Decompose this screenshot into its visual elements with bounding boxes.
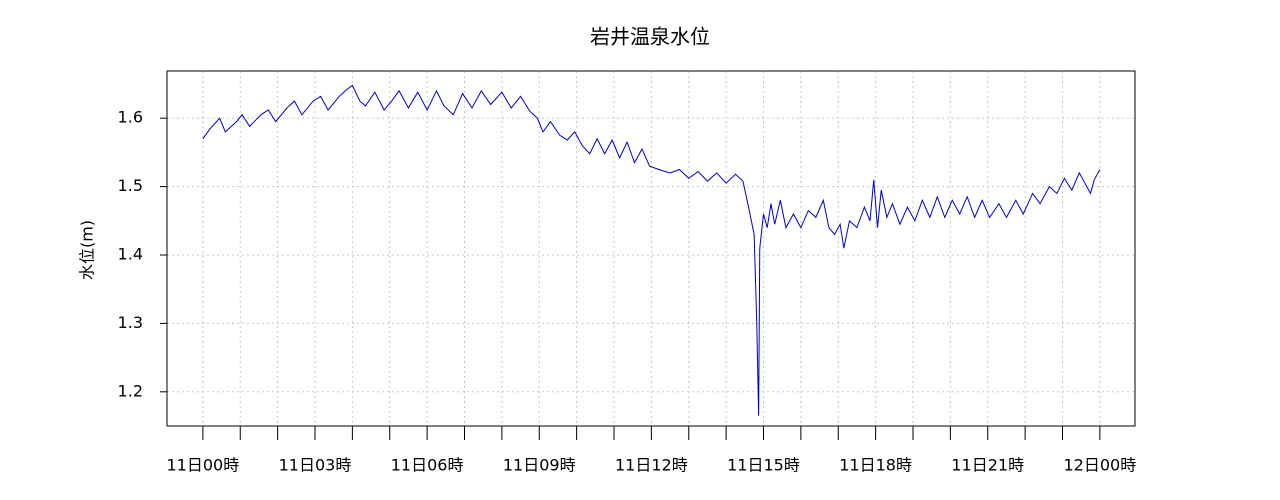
plot-frame <box>166 70 1136 427</box>
x-tick-label: 11日09時 <box>503 456 576 475</box>
x-tick-label: 11日03時 <box>279 456 352 475</box>
y-tick-label: 1.6 <box>118 108 143 127</box>
x-tick-label: 11日12時 <box>615 456 688 475</box>
x-tick-label: 11日06時 <box>391 456 464 475</box>
x-tick-label: 11日15時 <box>727 456 800 475</box>
y-axis-label: 水位(m) <box>78 220 97 280</box>
data-line <box>202 84 1101 416</box>
y-tick-label: 1.2 <box>118 381 143 400</box>
y-tick-label: 1.5 <box>118 176 143 195</box>
x-tick-label: 12日00時 <box>1064 456 1137 475</box>
x-tick-label: 11日21時 <box>951 456 1024 475</box>
y-tick-label: 1.4 <box>118 244 143 263</box>
x-tick-label: 11日18時 <box>839 456 912 475</box>
x-tick-label: 11日00時 <box>167 456 240 475</box>
y-tick-label: 1.3 <box>118 313 143 332</box>
chart-title: 岩井温泉水位 <box>590 25 710 49</box>
